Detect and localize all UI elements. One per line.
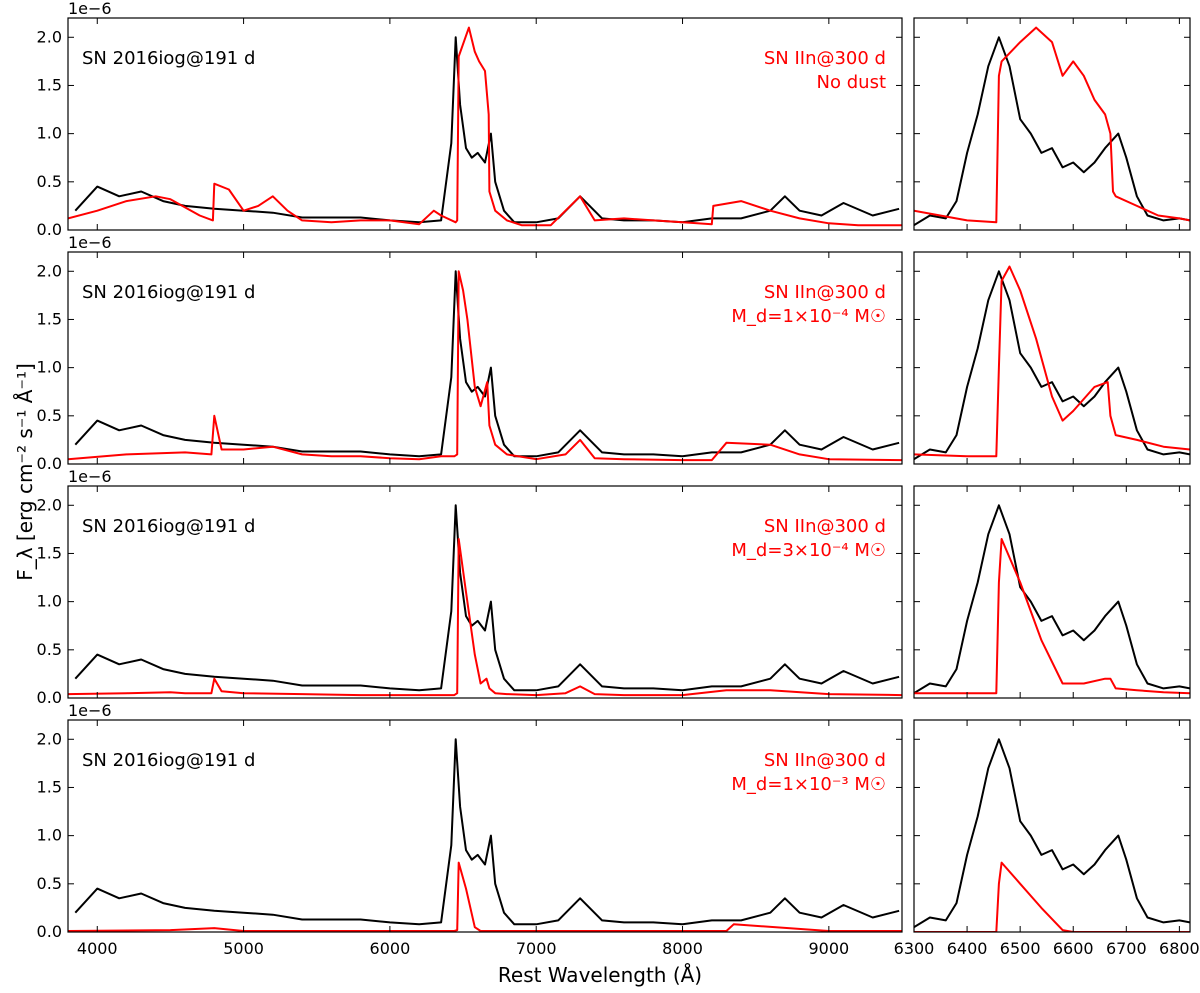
x-tick-label: 6500 [1000,939,1041,958]
y-tick-label: 1.0 [37,358,62,377]
model-label: SN IIn@300 d [764,516,886,537]
main-3-model-line [68,538,902,697]
y-tick-label: 1.5 [37,75,62,94]
x-tick-label: 6000 [370,939,411,958]
y-offset-label: 1e−6 [68,0,112,18]
y-offset-label: 1e−6 [68,233,112,252]
y-tick-label: 2.0 [37,27,62,46]
model-detail-label: M_d=1×10⁻⁴ M☉ [731,306,886,327]
x-tick-label: 7000 [516,939,557,958]
y-tick-label: 0.5 [37,874,62,893]
main-3-frame [67,485,903,699]
model-label: SN IIn@300 d [764,48,886,69]
x-tick-label: 6800 [1159,939,1200,958]
y-tick-label: 1.0 [37,124,62,143]
zoom-2-model-line [914,265,1190,458]
y-tick-label: 0.5 [37,640,62,659]
main-1-panel: 0.0 0.5 1.0 1.5 2.0 1e−6 SN 2016iog@191 d SN II… [37,0,903,239]
main-3-panel: 0.0 0.5 1.0 1.5 2.0 1e−6 SN 2016iog@191 d SN II… [37,467,903,707]
zoom-2-observed-line [914,270,1190,461]
main-1-frame [67,17,903,231]
zoom-4-frame [913,719,1191,933]
x-tick-label: 8000 [662,939,703,958]
y-tick-label: 2.0 [37,729,62,748]
main-4-panel: 4000 5000 6000 7000 8000 9000 0.0 0.5 1.0 1.5 2.0 1… [37,701,903,958]
zoom-1-observed-line [914,36,1190,227]
y-tick-label: 1.0 [37,592,62,611]
y-tick-label: 1.5 [37,777,62,796]
x-axis-label: Rest Wavelength (Å) [498,963,702,987]
y-tick-label: 2.0 [37,495,62,514]
main-1-observed-line [74,36,900,224]
main-2-panel: 0.0 0.5 1.0 1.5 2.0 1e−6 SN 2016iog@191 d SN II… [37,233,903,473]
main-4-model-line [68,861,902,932]
y-tick-label: 0.0 [37,922,62,941]
zoom-2-frame [913,251,1191,465]
y-tick-label: 1.5 [37,543,62,562]
observed-label: SN 2016iog@191 d [82,282,255,303]
y-axis-label: F_λ [erg cm⁻² s⁻¹ Å⁻¹] [13,363,37,581]
x-tick-label: 6300 [894,939,935,958]
observed-label: SN 2016iog@191 d [82,48,255,69]
y-tick-label: 0.5 [37,172,62,191]
y-tick-label: 0.0 [37,454,62,473]
zoom-1-frame [913,17,1191,231]
x-tick-label: 6700 [1106,939,1147,958]
model-detail-label: M_d=1×10⁻³ M☉ [731,774,886,795]
zoom-1-panel [913,17,1191,231]
model-detail-label: M_d=3×10⁻⁴ M☉ [731,540,886,561]
zoom-4-model-line [914,861,1190,932]
x-tick-label: 5000 [223,939,264,958]
zoom-4-panel: 6300 6400 6500 6600 6700 6800 [894,719,1200,958]
zoom-3-model-line [914,538,1190,695]
y-tick-label: 0.5 [37,406,62,425]
main-4-frame [67,719,903,933]
zoom-2-panel [913,251,1191,465]
y-tick-label: 2.0 [37,261,62,280]
model-label: SN IIn@300 d [764,750,886,771]
zoom-1-model-line [914,26,1190,224]
y-tick-label: 1.5 [37,309,62,328]
main-2-frame [67,251,903,465]
zoom-3-panel [913,485,1191,699]
y-offset-label: 1e−6 [68,467,112,486]
main-4-observed-line [74,738,900,926]
model-detail-label: No dust [817,72,886,93]
x-tick-label: 6600 [1053,939,1094,958]
y-tick-label: 1.0 [37,826,62,845]
x-tick-label: 4000 [77,939,118,958]
zoom-4-observed-line [914,738,1190,929]
x-tick-label: 6400 [947,939,988,958]
zoom-3-frame [913,485,1191,699]
main-2-observed-line [74,270,900,458]
main-1-model-line [68,26,902,227]
main-3-observed-line [74,504,900,692]
x-tick-label: 9000 [808,939,849,958]
y-tick-label: 0.0 [37,688,62,707]
model-label: SN IIn@300 d [764,282,886,303]
y-tick-label: 0.0 [37,220,62,239]
observed-label: SN 2016iog@191 d [82,516,255,537]
zoom-3-observed-line [914,504,1190,695]
observed-label: SN 2016iog@191 d [82,750,255,771]
y-offset-label: 1e−6 [68,701,112,720]
